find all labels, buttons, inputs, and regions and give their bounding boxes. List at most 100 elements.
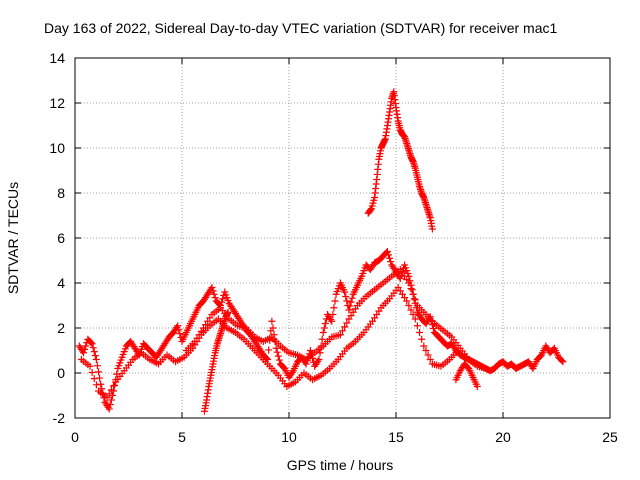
data-point [347,298,355,306]
y-tick-label: 10 [49,140,65,156]
data-point [105,390,113,398]
data-point [318,335,326,343]
x-tick-label: 0 [71,429,79,445]
data-point [218,298,226,306]
data-point [342,293,350,300]
data-point [413,322,421,330]
data-point [90,375,98,383]
data-point [403,297,411,305]
data-point [224,308,232,316]
data-point [274,352,282,360]
x-tick-label: 5 [178,429,186,445]
y-tick-label: -2 [53,410,66,426]
data-point [327,316,335,324]
data-point [428,225,436,233]
data-point [409,290,417,298]
data-point [409,311,417,318]
data-point [407,285,415,293]
data-point [367,206,375,214]
series-5 [452,360,481,390]
data-point [343,297,351,305]
y-tick-label: 14 [49,50,65,66]
data-point [407,306,415,314]
data-point [418,335,426,343]
series-0 [75,248,567,413]
data-point [103,394,111,402]
data-point [107,386,115,394]
data-point [473,383,481,390]
data-point [343,319,351,327]
y-tick-label: 6 [57,230,65,246]
data-point [341,323,349,331]
data-point [396,275,404,282]
data-point [328,317,336,325]
data-point [93,362,101,370]
x-axis-label: GPS time / hours [287,457,394,473]
data-point [95,368,103,376]
y-axis-label: SDTVAR / TECUs [5,182,21,294]
data-point [107,396,115,404]
data-point [174,322,182,330]
data-point [346,302,354,310]
series-3 [364,88,436,233]
data-point [383,248,391,255]
data-point [91,352,99,360]
series-4 [200,308,232,415]
data-point [558,357,566,365]
data-point [426,356,434,363]
data-point [339,327,346,335]
data-point [330,304,338,312]
chart-title: Day 163 of 2022, Sidereal Day-to-day VTE… [44,20,557,36]
y-tick-label: 4 [57,275,65,291]
data-point [411,296,419,304]
data-point [80,349,88,357]
data-point [273,348,281,356]
data-point [108,392,116,399]
data-point [385,251,393,259]
data-point [219,295,227,303]
data-point [89,344,97,352]
data-point [90,348,98,356]
ticks-layer: 0 5 10 15 20 25 -2 0 2 4 6 8 10 12 14 [49,50,618,445]
data-point [211,294,219,302]
data-point [319,329,327,336]
data-point [420,342,428,350]
data-point [263,354,271,362]
x-tick-label: 10 [281,429,297,445]
data-point [422,347,430,354]
data-point [405,302,413,309]
data-point [331,297,339,305]
data-point [410,295,418,303]
data-point [408,286,416,294]
y-tick-label: 2 [57,320,65,336]
data-point [275,356,283,364]
data-point [341,288,349,296]
data-point [424,351,432,359]
data-point [210,290,218,298]
data-point [82,342,90,350]
y-tick-label: 0 [57,365,65,381]
data-point [411,315,419,323]
data-point [105,405,113,413]
data-point [106,401,114,408]
data-point [208,284,216,291]
data-point [176,330,184,338]
data-point [387,258,395,266]
data-point [209,287,217,295]
data-point [86,362,94,370]
series-2 [77,284,462,402]
x-tick-label: 15 [388,429,404,445]
data-point [81,345,89,353]
data-point [405,279,413,287]
data-point [314,357,322,365]
data-point [88,368,96,376]
data-point [87,339,95,347]
data-point [88,340,96,348]
x-tick-label: 25 [602,429,618,445]
data-point [92,381,100,389]
plot-frame [74,57,611,419]
data-point [92,356,100,363]
data-point [386,254,394,262]
data-point [315,356,323,363]
